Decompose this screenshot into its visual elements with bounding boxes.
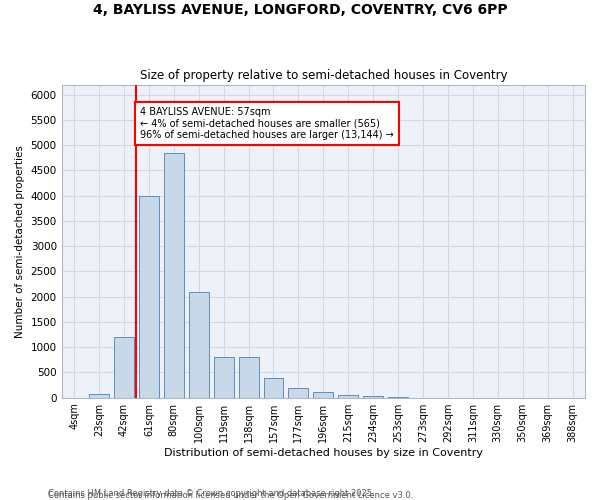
- Bar: [388, 396, 408, 398]
- X-axis label: Distribution of semi-detached houses by size in Coventry: Distribution of semi-detached houses by …: [164, 448, 483, 458]
- Bar: [289, 388, 308, 398]
- Bar: [89, 394, 109, 398]
- Bar: [189, 292, 209, 398]
- Y-axis label: Number of semi-detached properties: Number of semi-detached properties: [15, 144, 25, 338]
- Bar: [214, 358, 233, 398]
- Title: Size of property relative to semi-detached houses in Coventry: Size of property relative to semi-detach…: [140, 69, 507, 82]
- Bar: [363, 396, 383, 398]
- Bar: [164, 152, 184, 398]
- Bar: [114, 337, 134, 398]
- Text: Contains public sector information licensed under the Open Government Licence v3: Contains public sector information licen…: [48, 491, 413, 500]
- Text: 4, BAYLISS AVENUE, LONGFORD, COVENTRY, CV6 6PP: 4, BAYLISS AVENUE, LONGFORD, COVENTRY, C…: [92, 2, 508, 16]
- Bar: [263, 378, 283, 398]
- Bar: [139, 196, 159, 398]
- Text: 4 BAYLISS AVENUE: 57sqm
← 4% of semi-detached houses are smaller (565)
96% of se: 4 BAYLISS AVENUE: 57sqm ← 4% of semi-det…: [140, 108, 394, 140]
- Bar: [239, 358, 259, 398]
- Bar: [338, 394, 358, 398]
- Text: Contains HM Land Registry data © Crown copyright and database right 2025.: Contains HM Land Registry data © Crown c…: [48, 488, 374, 498]
- Bar: [313, 392, 334, 398]
